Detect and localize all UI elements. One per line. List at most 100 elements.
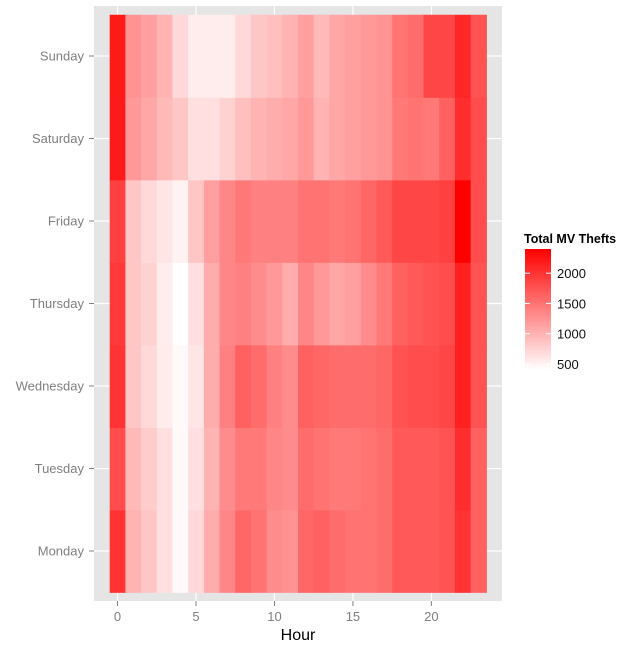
heatmap-cell (125, 262, 142, 346)
heatmap-cell (454, 262, 472, 346)
heatmap-cell (282, 427, 299, 511)
heatmap-cell (439, 262, 456, 346)
heatmap-cell (454, 427, 472, 511)
heatmap-cell (423, 262, 440, 346)
heatmap-cell (235, 427, 252, 511)
heatmap-cell (423, 509, 440, 593)
y-tick-label: Sunday (40, 49, 85, 64)
heatmap-cell (407, 344, 425, 428)
heatmap-cell (376, 509, 393, 593)
heatmap-cell (172, 427, 189, 511)
heatmap-cell (109, 262, 126, 346)
heatmap-cell (329, 14, 346, 98)
heatmap-cell (109, 427, 126, 511)
heatmap-cell (345, 179, 362, 263)
legend-title: Total MV Thefts (524, 232, 616, 246)
heatmap-cell (219, 344, 236, 428)
heatmap-cell (188, 344, 205, 428)
heatmap-cell (219, 179, 236, 263)
heatmap-cell (313, 509, 330, 593)
heatmap-cell (250, 14, 268, 98)
heatmap-cell (298, 97, 315, 181)
heatmap-cell (141, 179, 158, 263)
heatmap-cell (470, 179, 487, 263)
heatmap-cell (109, 344, 126, 428)
heatmap-cell (235, 179, 252, 263)
heatmap-cell (345, 262, 362, 346)
heatmap-cell (250, 509, 268, 593)
heatmap-cell (313, 262, 330, 346)
heatmap-cell (470, 509, 487, 593)
heatmap-cell (345, 509, 362, 593)
y-axis: Monday Tuesday Wednesday Thursday Friday Satu… (16, 49, 94, 559)
heatmap-cell (250, 427, 268, 511)
heatmap-cell (109, 14, 126, 98)
heatmap-cell (392, 14, 409, 98)
heatmap-cell (172, 262, 189, 346)
heatmap-cell (203, 509, 221, 593)
heatmap-cell (282, 509, 299, 593)
heatmap-cell (376, 344, 393, 428)
heatmap-cell (360, 262, 378, 346)
heatmap-cell (329, 97, 346, 181)
y-tick-label: Tuesday (35, 461, 85, 476)
heatmap-cell (423, 427, 440, 511)
x-tick-label: 20 (424, 609, 438, 624)
legend-tick-label: 1000 (557, 327, 586, 342)
heatmap-cell (219, 14, 236, 98)
heatmap-cell (109, 97, 126, 181)
heatmap-cell (125, 14, 142, 98)
heatmap-cell (298, 179, 315, 263)
heatmap-cell (329, 509, 346, 593)
heatmap-cell (156, 427, 174, 511)
heatmap-cell (141, 427, 158, 511)
heatmap-cell (156, 262, 174, 346)
heatmap-cell (235, 14, 252, 98)
heatmap-cell (423, 179, 440, 263)
heatmap-cell (407, 427, 425, 511)
heatmap-cell (141, 14, 158, 98)
heatmap-cell (125, 97, 142, 181)
heatmap-cell (266, 262, 283, 346)
heatmap-cell (125, 427, 142, 511)
legend-tick-label: 1500 (557, 296, 586, 311)
heatmap-cell (188, 97, 205, 181)
heatmap-cell (298, 509, 315, 593)
legend-colorbar (525, 249, 551, 370)
heatmap-cell (313, 14, 330, 98)
heatmap-cell (156, 179, 174, 263)
heatmap-cell (423, 14, 440, 98)
x-tick-label: 10 (267, 609, 281, 624)
heatmap-cell (392, 262, 409, 346)
x-tick-label: 5 (192, 609, 199, 624)
heatmap-cell (454, 14, 472, 98)
x-axis: 0 5 10 15 20 (114, 601, 439, 624)
heatmap-cell (439, 344, 456, 428)
heatmap-cell (313, 179, 330, 263)
heatmap-cell (125, 509, 142, 593)
heatmap-cell (423, 97, 440, 181)
heatmap-cell (282, 14, 299, 98)
heatmap-cell (392, 427, 409, 511)
heatmap-cell (172, 509, 189, 593)
heatmap-cell (360, 14, 378, 98)
heatmap-cell (439, 179, 456, 263)
y-tick-label: Wednesday (16, 379, 85, 394)
x-axis-title: Hour (281, 627, 316, 644)
heatmap-cells (109, 14, 487, 593)
heatmap-cell (203, 427, 221, 511)
heatmap-cell (360, 179, 378, 263)
heatmap-cell (329, 344, 346, 428)
heatmap-cell (109, 179, 126, 263)
heatmap-cell (141, 262, 158, 346)
y-tick-label: Friday (48, 214, 85, 229)
heatmap-cell (266, 427, 283, 511)
heatmap-cell (407, 262, 425, 346)
heatmap-cell (454, 97, 472, 181)
heatmap-cell (470, 97, 487, 181)
heatmap-cell (423, 344, 440, 428)
heatmap-cell (376, 262, 393, 346)
legend-tick-label: 2000 (557, 266, 586, 281)
y-tick-label: Saturday (32, 131, 85, 146)
heatmap-cell (360, 509, 378, 593)
